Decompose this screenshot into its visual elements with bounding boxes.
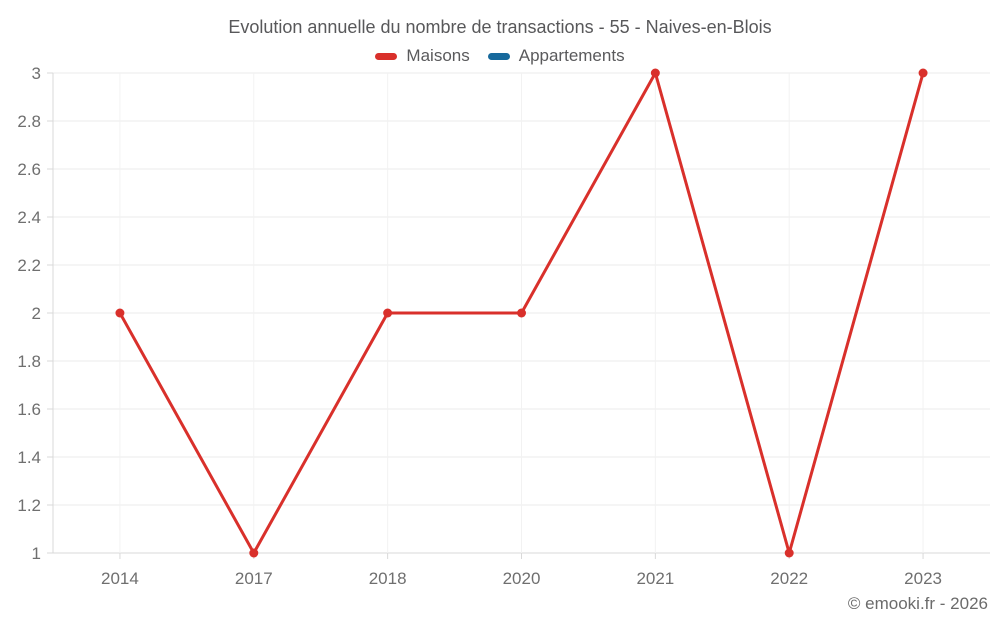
data-point-maisons-2023[interactable]: [918, 68, 928, 78]
x-tick-label: 2021: [636, 569, 674, 588]
y-tick-label: 2: [32, 304, 41, 323]
y-tick-label: 1.6: [17, 400, 41, 419]
y-tick-label: 1.4: [17, 448, 41, 467]
chart-title: Evolution annuelle du nombre de transact…: [228, 17, 772, 37]
data-point-maisons-2018[interactable]: [383, 308, 393, 318]
legend-label-appartements: Appartements: [518, 46, 625, 65]
legend-swatch-maisons-icon: [375, 52, 398, 60]
copyright-footer: © emooki.fr - 2026: [847, 594, 988, 613]
legend: Maisons Appartements: [0, 46, 1000, 66]
data-point-maisons-2020[interactable]: [517, 308, 526, 318]
x-tick-label: 2017: [235, 569, 273, 588]
data-point-maisons-2014[interactable]: [115, 308, 125, 318]
y-tick-label: 1.2: [17, 496, 41, 515]
x-tick-label: 2014: [101, 569, 139, 588]
y-tick-label: 3: [32, 64, 41, 83]
legend-item-maisons[interactable]: Maisons: [375, 46, 470, 66]
y-tick-label: 1.8: [17, 352, 41, 371]
x-tick-label: 2020: [503, 569, 541, 588]
y-tick-label: 2.6: [17, 160, 41, 179]
data-point-maisons-2022[interactable]: [784, 548, 794, 558]
legend-label-maisons: Maisons: [406, 46, 470, 65]
x-tick-label: 2018: [369, 569, 407, 588]
y-tick-label: 2.4: [17, 208, 41, 227]
y-tick-label: 2.2: [17, 256, 41, 275]
x-tick-label: 2023: [904, 569, 942, 588]
x-tick-label: 2022: [770, 569, 808, 588]
legend-swatch-appartements-icon: [487, 52, 510, 60]
y-tick-label: 2.8: [17, 112, 41, 131]
data-point-maisons-2017[interactable]: [249, 548, 259, 558]
y-tick-label: 1: [32, 544, 41, 563]
legend-item-appartements[interactable]: Appartements: [487, 46, 625, 66]
data-point-maisons-2021[interactable]: [650, 68, 660, 78]
